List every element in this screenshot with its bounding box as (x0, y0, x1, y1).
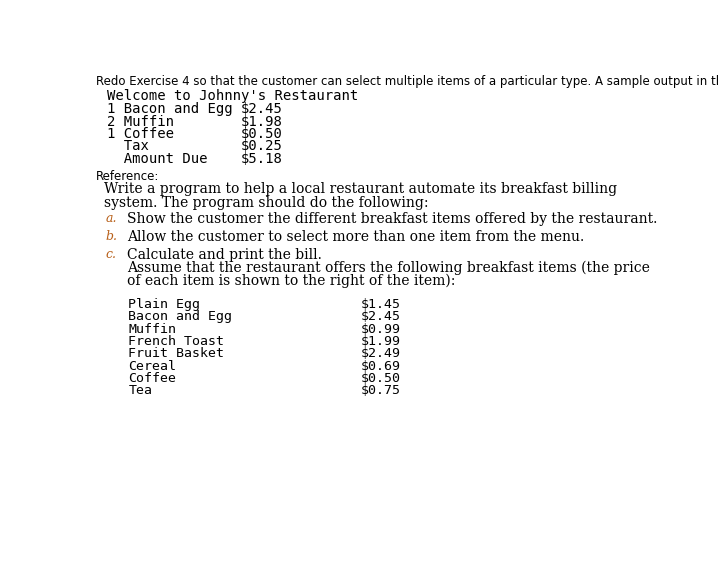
Text: $1.98: $1.98 (241, 114, 283, 129)
Text: 1 Coffee: 1 Coffee (107, 127, 174, 141)
Text: Cereal: Cereal (129, 359, 177, 372)
Text: Plain Egg: Plain Egg (129, 298, 200, 311)
Text: c.: c. (106, 248, 116, 261)
Text: Tea: Tea (129, 384, 152, 397)
Text: system. The program should do the following:: system. The program should do the follow… (103, 196, 428, 209)
Text: $2.49: $2.49 (361, 347, 401, 360)
Text: Amount Due: Amount Due (107, 152, 208, 166)
Text: $1.99: $1.99 (361, 335, 401, 348)
Text: $2.45: $2.45 (361, 310, 401, 323)
Text: Coffee: Coffee (129, 372, 177, 385)
Text: Calculate and print the bill.: Calculate and print the bill. (127, 248, 322, 262)
Text: Show the customer the different breakfast items offered by the restaurant.: Show the customer the different breakfas… (127, 213, 657, 226)
Text: Redo Exercise 4 so that the customer can select multiple items of a particular t: Redo Exercise 4 so that the customer can… (96, 76, 718, 89)
Text: Tax: Tax (107, 139, 149, 153)
Text: Muffin: Muffin (129, 323, 177, 336)
Text: $1.45: $1.45 (361, 298, 401, 311)
Text: Reference:: Reference: (96, 170, 159, 183)
Text: Fruit Basket: Fruit Basket (129, 347, 225, 360)
Text: $0.50: $0.50 (241, 127, 283, 141)
Text: $0.75: $0.75 (361, 384, 401, 397)
Text: Allow the customer to select more than one item from the menu.: Allow the customer to select more than o… (127, 230, 584, 244)
Text: 1 Bacon and Egg: 1 Bacon and Egg (107, 102, 233, 116)
Text: French Toast: French Toast (129, 335, 225, 348)
Text: a.: a. (106, 213, 117, 226)
Text: $5.18: $5.18 (241, 152, 283, 166)
Text: of each item is shown to the right of the item):: of each item is shown to the right of th… (127, 274, 455, 288)
Text: Write a program to help a local restaurant automate its breakfast billing: Write a program to help a local restaura… (103, 182, 617, 196)
Text: b.: b. (106, 230, 117, 243)
Text: Assume that the restaurant offers the following breakfast items (the price: Assume that the restaurant offers the fo… (127, 261, 650, 275)
Text: $0.25: $0.25 (241, 139, 283, 153)
Text: $0.50: $0.50 (361, 372, 401, 385)
Text: $0.69: $0.69 (361, 359, 401, 372)
Text: $0.99: $0.99 (361, 323, 401, 336)
Text: Welcome to Johnny's Restaurant: Welcome to Johnny's Restaurant (107, 89, 358, 103)
Text: 2 Muffin: 2 Muffin (107, 114, 174, 129)
Text: Bacon and Egg: Bacon and Egg (129, 310, 233, 323)
Text: $2.45: $2.45 (241, 102, 283, 116)
